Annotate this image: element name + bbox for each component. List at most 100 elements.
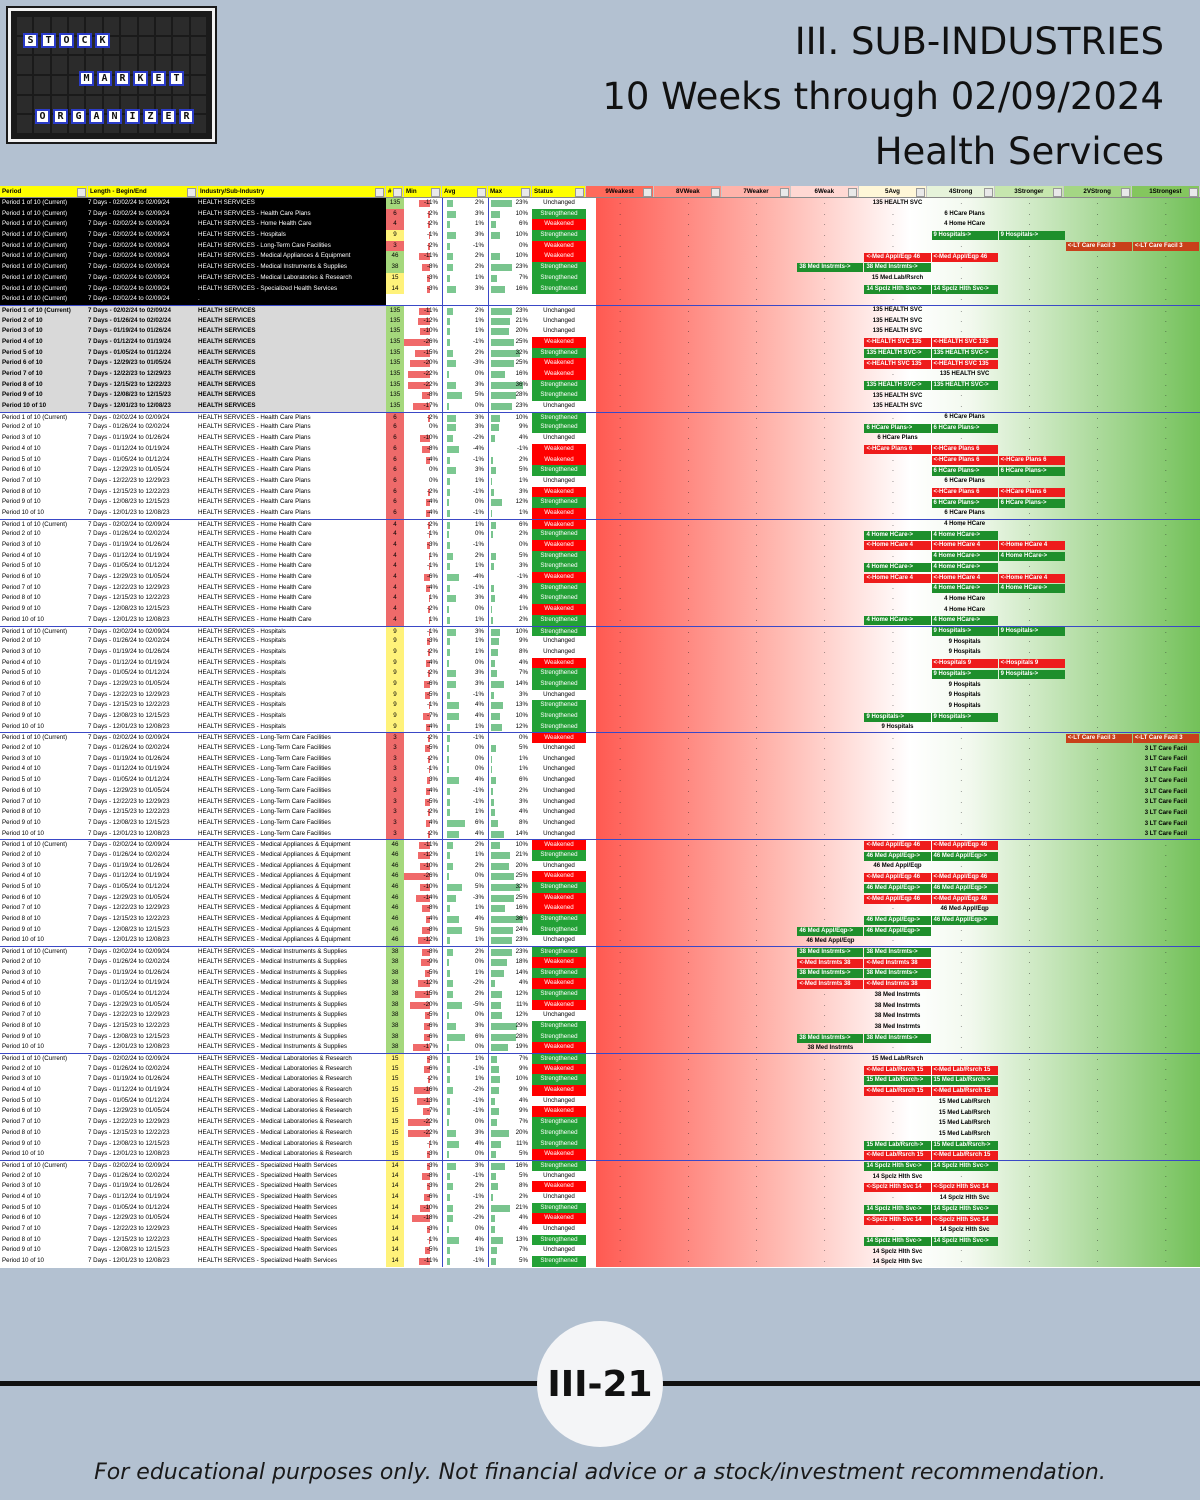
table-row[interactable]: Period 8 of 10 7 Days - 12/15/23 to 12/22… — [0, 807, 1200, 818]
table-row[interactable]: Period 4 of 10 7 Days - 01/12/24 to 01/19… — [0, 871, 1200, 882]
table-row[interactable]: Period 9 of 10 7 Days - 12/08/23 to 12/15… — [0, 1031, 1200, 1043]
table-row[interactable]: Period 2 of 10 7 Days - 01/26/24 to 02/02… — [0, 1063, 1200, 1075]
table-row[interactable]: Period 6 of 10 7 Days - 12/29/23 to 01/05… — [0, 358, 1200, 369]
table-row[interactable]: Period 2 of 10 7 Days - 01/26/24 to 02/02… — [0, 743, 1200, 754]
table-row[interactable]: Period 10 of 10 7 Days - 12/01/23 to 12/0… — [0, 507, 1200, 519]
table-row[interactable]: Period 1 of 10 (Current) 7 Days - 02/02/2… — [0, 1159, 1200, 1171]
table-row[interactable]: Period 7 of 10 7 Days - 12/22/23 to 12/29… — [0, 475, 1200, 487]
table-row[interactable]: Period 10 of 10 7 Days - 12/01/23 to 12/0… — [0, 1256, 1200, 1267]
table-row[interactable]: Period 9 of 10 7 Days - 12/08/23 to 12/15… — [0, 390, 1200, 402]
table-row[interactable]: Period 1 of 10 (Current) 7 Days - 02/02/2… — [0, 283, 1200, 295]
table-row[interactable]: Period 2 of 10 7 Days - 01/26/24 to 02/02… — [0, 529, 1200, 540]
table-row[interactable]: Period 1 of 10 (Current) 7 Days - 02/02/2… — [0, 625, 1200, 637]
table-row[interactable]: Period 9 of 10 7 Days - 12/08/23 to 12/15… — [0, 604, 1200, 615]
table-row[interactable]: Period 3 of 10 7 Days - 01/19/24 to 01/26… — [0, 967, 1200, 979]
table-row[interactable]: Period 10 of 10 7 Days - 12/01/23 to 12/0… — [0, 401, 1200, 412]
column-header[interactable]: # — [386, 186, 404, 197]
column-header[interactable]: 4Strong — [927, 186, 996, 197]
column-header[interactable]: Status — [532, 186, 586, 197]
table-row[interactable]: Period 9 of 10 7 Days - 12/08/23 to 12/15… — [0, 1245, 1200, 1257]
table-row[interactable]: Period 6 of 10 7 Days - 12/29/23 to 01/05… — [0, 1213, 1200, 1224]
table-row[interactable]: Period 6 of 10 7 Days - 12/29/23 to 01/05… — [0, 785, 1200, 797]
table-row[interactable]: Period 5 of 10 7 Days - 01/05/24 to 01/12… — [0, 1095, 1200, 1107]
table-row[interactable]: Period 2 of 10 7 Days - 01/26/24 to 02/02… — [0, 956, 1200, 968]
column-header[interactable]: 5Avg — [858, 186, 928, 197]
table-row[interactable]: Period 7 of 10 7 Days - 12/22/23 to 12/29… — [0, 1010, 1200, 1021]
table-row[interactable]: Period 9 of 10 7 Days - 12/08/23 to 12/15… — [0, 817, 1200, 829]
table-row[interactable]: Period 10 of 10 7 Days - 12/01/23 to 12/0… — [0, 721, 1200, 733]
table-row[interactable]: Period 5 of 10 7 Days - 01/05/24 to 01/12… — [0, 668, 1200, 679]
table-row[interactable]: Period 3 of 10 7 Days - 01/19/24 to 01/26… — [0, 753, 1200, 765]
table-row[interactable]: Period 3 of 10 7 Days - 01/19/24 to 01/26… — [0, 1074, 1200, 1086]
column-header[interactable]: Industry/Sub-Industry — [198, 186, 386, 197]
table-row[interactable]: Period 4 of 10 7 Days - 01/12/24 to 01/19… — [0, 1191, 1200, 1203]
table-row[interactable]: Period 4 of 10 7 Days - 01/12/24 to 01/19… — [0, 336, 1200, 348]
table-row[interactable]: Period 4 of 10 7 Days - 01/12/24 to 01/19… — [0, 978, 1200, 989]
table-row[interactable]: Period 9 of 10 7 Days - 12/08/23 to 12/15… — [0, 497, 1200, 508]
table-row[interactable]: Period 8 of 10 7 Days - 12/15/23 to 12/22… — [0, 486, 1200, 498]
table-row[interactable]: Period 1 of 10 (Current) 7 Days - 02/02/2… — [0, 272, 1200, 284]
table-row[interactable]: Period 8 of 10 7 Days - 12/15/23 to 12/22… — [0, 1234, 1200, 1246]
column-header[interactable]: 9Weakest — [586, 186, 655, 197]
table-row[interactable]: Period 1 of 10 (Current) 7 Days - 02/02/2… — [0, 839, 1200, 850]
table-row[interactable]: Period 2 of 10 7 Days - 01/26/24 to 02/02… — [0, 422, 1200, 434]
column-header[interactable]: 2VStrong — [1063, 186, 1132, 197]
table-row[interactable]: Period 1 of 10 (Current) 7 Days - 02/02/2… — [0, 304, 1200, 316]
table-row[interactable]: Period 7 of 10 7 Days - 12/22/23 to 12/29… — [0, 689, 1200, 701]
column-header[interactable]: 3Stronger — [995, 186, 1064, 197]
table-row[interactable]: Period 5 of 10 7 Days - 01/05/24 to 01/12… — [0, 1202, 1200, 1214]
table-row[interactable]: Period 6 of 10 7 Days - 12/29/23 to 01/05… — [0, 1106, 1200, 1118]
table-row[interactable]: Period 1 of 10 (Current) 7 Days - 02/02/2… — [0, 518, 1200, 530]
column-header[interactable]: 1Strongest — [1131, 186, 1200, 197]
column-header[interactable]: Avg — [442, 186, 488, 197]
table-row[interactable]: Period 7 of 10 7 Days - 12/22/23 to 12/29… — [0, 903, 1200, 915]
table-row[interactable]: Period 7 of 10 7 Days - 12/22/23 to 12/29… — [0, 369, 1200, 380]
table-row[interactable]: Period 4 of 10 7 Days - 01/12/24 to 01/19… — [0, 443, 1200, 455]
table-row[interactable]: Period 8 of 10 7 Days - 12/15/23 to 12/22… — [0, 379, 1200, 391]
table-row[interactable]: Period 7 of 10 7 Days - 12/22/23 to 12/29… — [0, 796, 1200, 808]
column-header[interactable]: Max — [488, 186, 532, 197]
table-row[interactable]: Period 1 of 10 (Current) 7 Days - 02/02/2… — [0, 230, 1200, 241]
table-row[interactable]: Period 10 of 10 7 Days - 12/01/23 to 12/0… — [0, 1149, 1200, 1160]
table-row[interactable]: Period 7 of 10 7 Days - 12/22/23 to 12/29… — [0, 582, 1200, 594]
table-row[interactable]: Period 1 of 10 (Current) 7 Days - 02/02/2… — [0, 262, 1200, 273]
table-row[interactable]: Period 10 of 10 7 Days - 12/01/23 to 12/0… — [0, 828, 1200, 840]
table-row[interactable]: Period 5 of 10 7 Days - 01/05/24 to 01/12… — [0, 988, 1200, 1000]
table-row[interactable]: Period 1 of 10 (Current) 7 Days - 02/02/2… — [0, 732, 1200, 744]
table-row[interactable]: Period 6 of 10 7 Days - 12/29/23 to 01/05… — [0, 572, 1200, 583]
column-header[interactable]: Length - Begin/End — [88, 186, 198, 197]
table-row[interactable]: Period 2 of 10 7 Days - 01/26/24 to 02/02… — [0, 315, 1200, 327]
table-row[interactable]: Period 3 of 10 7 Days - 01/19/24 to 01/26… — [0, 1181, 1200, 1192]
column-header[interactable]: Period — [0, 186, 88, 197]
column-header[interactable]: 7Weaker — [722, 186, 791, 197]
table-row[interactable]: Period 1 of 10 (Current) 7 Days - 02/02/2… — [0, 240, 1200, 252]
table-row[interactable]: Period 6 of 10 7 Days - 12/29/23 to 01/05… — [0, 892, 1200, 904]
table-row[interactable]: Period 1 of 10 (Current) 7 Days - 02/02/2… — [0, 946, 1200, 957]
table-row[interactable]: Period 5 of 10 7 Days - 01/05/24 to 01/12… — [0, 454, 1200, 466]
table-row[interactable]: Period 8 of 10 7 Days - 12/15/23 to 12/22… — [0, 914, 1200, 925]
table-row[interactable]: Period 8 of 10 7 Days - 12/15/23 to 12/22… — [0, 1020, 1200, 1032]
table-row[interactable]: Period 3 of 10 7 Days - 01/19/24 to 01/26… — [0, 326, 1200, 337]
table-row[interactable]: Period 1 of 10 (Current) 7 Days - 02/02/2… — [0, 251, 1200, 263]
table-row[interactable]: Period 4 of 10 7 Days - 01/12/24 to 01/19… — [0, 764, 1200, 776]
table-row[interactable]: Period 7 of 10 7 Days - 12/22/23 to 12/29… — [0, 1117, 1200, 1128]
table-row[interactable]: Period 8 of 10 7 Days - 12/15/23 to 12/22… — [0, 700, 1200, 711]
table-row[interactable]: Period 9 of 10 7 Days - 12/08/23 to 12/15… — [0, 711, 1200, 722]
table-row[interactable]: Period 6 of 10 7 Days - 12/29/23 to 01/05… — [0, 678, 1200, 690]
table-row[interactable]: Period 3 of 10 7 Days - 01/19/24 to 01/26… — [0, 540, 1200, 551]
table-row[interactable]: Period 10 of 10 7 Days - 12/01/23 to 12/0… — [0, 935, 1200, 947]
table-row[interactable]: Period 8 of 10 7 Days - 12/15/23 to 12/22… — [0, 1127, 1200, 1139]
column-header[interactable]: 6Weak — [790, 186, 859, 197]
table-row[interactable]: Period 9 of 10 7 Days - 12/08/23 to 12/15… — [0, 1138, 1200, 1150]
table-row[interactable]: Period 10 of 10 7 Days - 12/01/23 to 12/0… — [0, 614, 1200, 626]
column-header[interactable]: 8VWeak — [654, 186, 723, 197]
table-row[interactable]: Period 1 of 10 (Current) 7 Days - 02/02/2… — [0, 294, 1200, 305]
table-row[interactable]: Period 3 of 10 7 Days - 01/19/24 to 01/26… — [0, 433, 1200, 444]
table-row[interactable]: Period 4 of 10 7 Days - 01/12/24 to 01/19… — [0, 550, 1200, 562]
table-row[interactable]: Period 2 of 10 7 Days - 01/26/24 to 02/02… — [0, 636, 1200, 647]
table-row[interactable]: Period 1 of 10 (Current) 7 Days - 02/02/2… — [0, 219, 1200, 231]
table-row[interactable]: Period 2 of 10 7 Days - 01/26/24 to 02/02… — [0, 1170, 1200, 1182]
table-row[interactable]: Period 2 of 10 7 Days - 01/26/24 to 02/02… — [0, 849, 1200, 861]
table-row[interactable]: Period 1 of 10 (Current) 7 Days - 02/02/2… — [0, 208, 1200, 220]
table-row[interactable]: Period 1 of 10 (Current) 7 Days - 02/02/2… — [0, 1053, 1200, 1064]
